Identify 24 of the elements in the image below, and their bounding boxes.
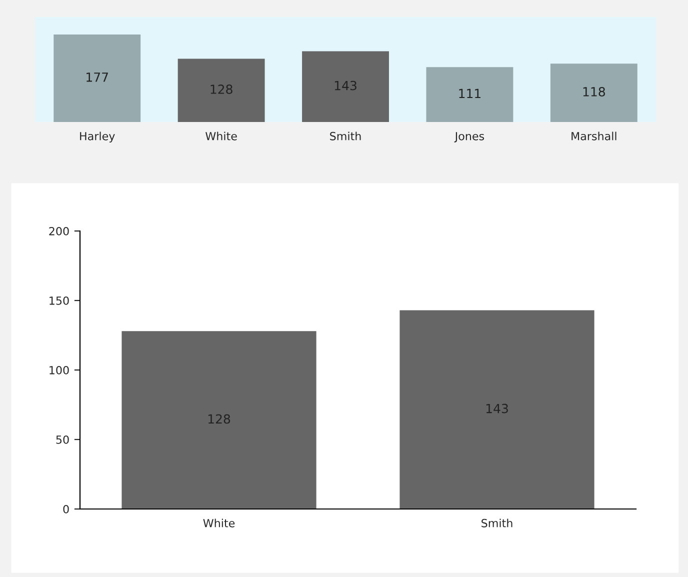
y-tick-label: 0 <box>63 504 69 514</box>
y-tick-label: 100 <box>50 366 69 374</box>
y-tick-label: 200 <box>49 226 69 236</box>
bar <box>426 67 514 122</box>
bar <box>54 34 141 122</box>
bar <box>302 51 389 122</box>
data-label: 128 <box>208 414 230 424</box>
bar <box>550 64 638 122</box>
data-label: 177 <box>86 72 108 82</box>
x-tick-label: White <box>206 132 237 140</box>
x-tick-label: Harley <box>80 132 115 142</box>
data-label: 143 <box>334 80 356 90</box>
y-tick-label: 150 <box>50 296 69 305</box>
bar <box>178 58 265 122</box>
x-tick-label: Jones <box>454 132 484 142</box>
data-label: 118 <box>583 87 605 96</box>
x-tick-label: Marshall <box>572 132 616 140</box>
data-label: 111 <box>459 88 480 98</box>
y-tick-label: 50 <box>56 435 69 444</box>
x-tick-label: Smith <box>482 518 512 528</box>
data-label: 143 <box>486 404 508 414</box>
x-tick-label: Smith <box>330 132 361 140</box>
data-label: 128 <box>210 84 232 94</box>
x-tick-label: White <box>203 518 235 528</box>
